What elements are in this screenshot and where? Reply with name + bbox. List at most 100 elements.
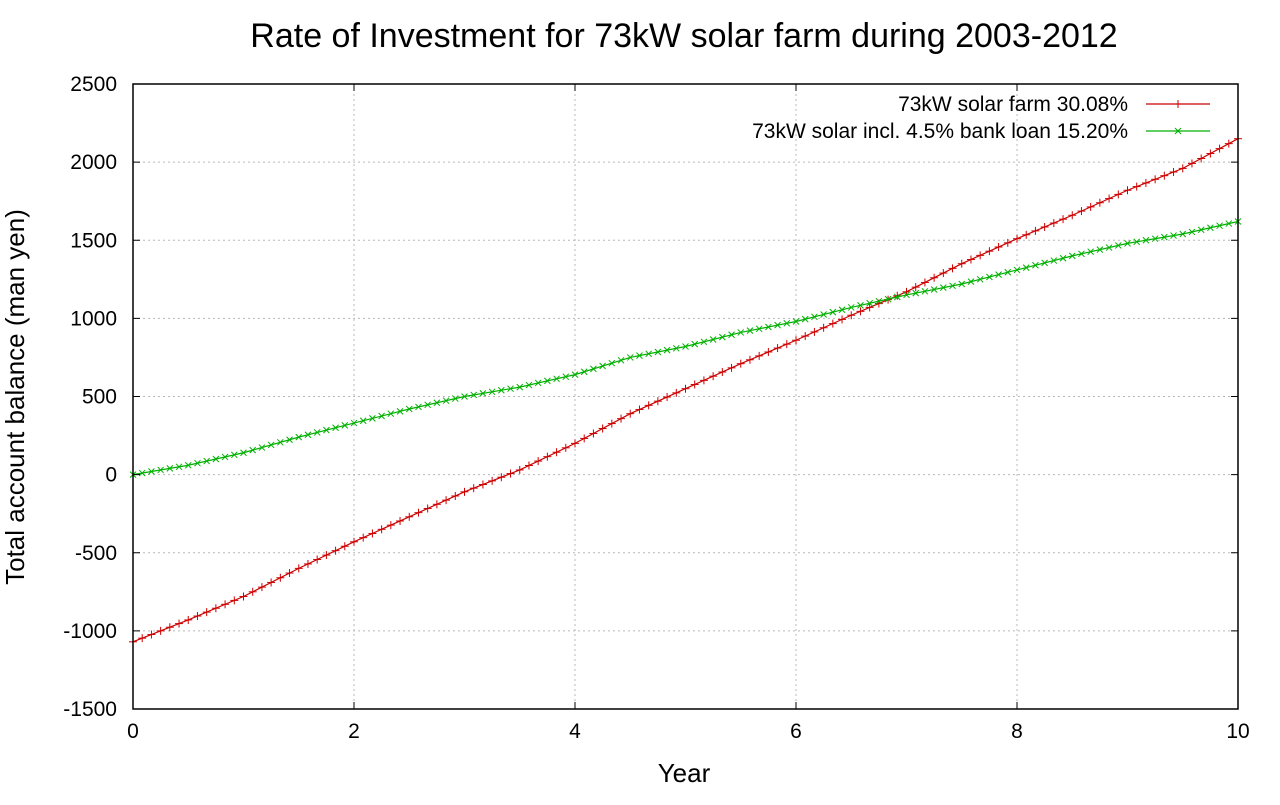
data-point	[525, 381, 533, 389]
data-point	[258, 444, 266, 451]
data-point	[718, 333, 726, 341]
data-point	[663, 393, 672, 402]
data-point	[745, 355, 754, 364]
data-point	[470, 391, 478, 399]
data-point	[690, 380, 699, 389]
data-point	[967, 278, 975, 286]
data-point	[368, 529, 377, 538]
data-point	[1105, 244, 1113, 251]
data-point	[562, 373, 570, 381]
data-point	[580, 368, 588, 376]
data-point	[516, 383, 524, 391]
legend-label: 73kW solar incl. 4.5% bank loan 15.20%	[752, 120, 1128, 143]
data-point	[1141, 178, 1150, 187]
data-point	[681, 384, 690, 393]
data-point	[764, 347, 773, 356]
x-tick-label: 0	[127, 720, 139, 743]
legend: 73kW solar farm 30.08% 73kW solar incl. 4…	[752, 93, 1210, 143]
data-point	[736, 359, 745, 368]
data-point	[359, 533, 368, 542]
data-point	[386, 521, 395, 530]
data-point	[1105, 194, 1114, 203]
data-point	[1123, 186, 1132, 195]
data-point	[396, 516, 405, 525]
data-point	[543, 452, 552, 461]
data-point	[488, 476, 497, 485]
data-point	[865, 303, 874, 312]
data-point	[1174, 100, 1182, 108]
legend-item-1: 73kW solar farm 30.08%	[898, 93, 1210, 116]
data-point	[1133, 238, 1141, 246]
y-tick-label: -1500	[63, 698, 117, 721]
data-point	[1151, 235, 1159, 243]
data-point	[875, 297, 883, 305]
data-point	[534, 457, 543, 466]
data-point	[276, 573, 285, 582]
data-point	[958, 280, 966, 288]
data-point	[295, 433, 303, 441]
data-point	[340, 542, 349, 551]
data-point	[920, 278, 929, 287]
data-point	[1174, 127, 1182, 135]
data-point	[479, 390, 487, 397]
data-point	[1206, 149, 1215, 158]
data-point	[608, 359, 616, 367]
data-point	[221, 453, 229, 461]
data-point	[893, 291, 902, 300]
data-point	[773, 344, 782, 353]
data-point	[157, 466, 164, 474]
data-point	[645, 350, 653, 358]
data-point	[994, 243, 1003, 252]
data-point	[635, 405, 644, 414]
data-point	[654, 348, 662, 356]
y-tick-label: 1500	[70, 229, 117, 252]
data-point	[1187, 159, 1196, 168]
x-axis-label: Year	[658, 758, 711, 788]
data-point	[396, 407, 404, 415]
data-point	[1132, 182, 1141, 191]
data-point	[589, 429, 598, 438]
data-point	[165, 623, 174, 632]
data-point	[607, 419, 616, 428]
data-point	[1160, 171, 1169, 180]
data-point	[1031, 226, 1040, 235]
tick-marks	[132, 83, 1239, 710]
grid-lines	[133, 84, 1238, 709]
data-point	[331, 546, 340, 555]
data-point	[571, 439, 579, 448]
chart-title: Rate of Investment for 73kW solar farm d…	[250, 17, 1117, 55]
data-point	[1095, 198, 1104, 207]
y-tick-label: 500	[82, 386, 117, 409]
data-point	[617, 356, 625, 364]
data-point	[626, 409, 635, 418]
data-point	[175, 463, 183, 471]
data-point	[138, 469, 146, 477]
data-point	[617, 414, 626, 423]
data-point	[838, 306, 846, 314]
data-point	[598, 424, 607, 433]
data-point	[138, 634, 147, 643]
data-point	[240, 449, 247, 457]
data-point	[415, 403, 422, 411]
data-point	[801, 315, 809, 323]
data-point	[451, 491, 460, 500]
data-point	[682, 343, 689, 350]
data-point	[1096, 246, 1104, 253]
data-point	[1003, 238, 1012, 247]
data-point	[976, 275, 984, 283]
data-point	[801, 332, 810, 341]
data-point	[212, 455, 220, 463]
data-point	[1022, 230, 1031, 239]
data-point	[811, 313, 818, 321]
data-point	[221, 600, 230, 609]
data-point	[175, 619, 184, 628]
data-point	[424, 401, 432, 409]
data-point	[1215, 144, 1224, 153]
data-point	[148, 468, 155, 475]
data-point	[663, 346, 671, 354]
data-point	[1041, 259, 1048, 267]
data-point	[561, 443, 570, 452]
data-point	[884, 295, 892, 303]
data-point	[699, 376, 708, 385]
data-point	[248, 587, 257, 596]
